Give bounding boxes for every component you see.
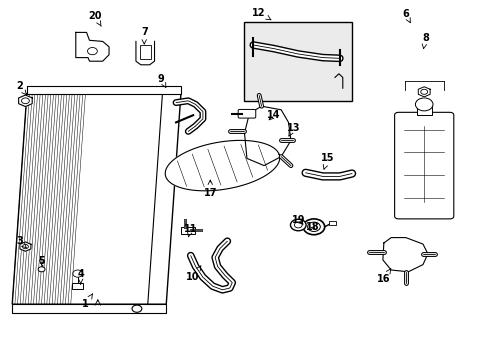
Text: 5: 5 [38, 256, 45, 266]
Circle shape [303, 219, 324, 235]
Polygon shape [244, 106, 290, 166]
Bar [328, 221, 335, 225]
Text: 19: 19 [291, 215, 305, 225]
Text: 15: 15 [320, 153, 334, 169]
Circle shape [420, 89, 427, 94]
Polygon shape [382, 238, 427, 272]
Circle shape [38, 267, 45, 272]
Polygon shape [136, 41, 154, 65]
Circle shape [290, 219, 305, 231]
Text: 9: 9 [158, 74, 165, 87]
Circle shape [73, 270, 82, 277]
Circle shape [22, 244, 28, 249]
Text: 4: 4 [77, 269, 84, 284]
Text: 3: 3 [16, 236, 26, 248]
Bar [72, 283, 83, 289]
Text: 8: 8 [421, 33, 428, 49]
Text: 11: 11 [183, 224, 197, 237]
Text: 20: 20 [88, 11, 102, 26]
Bar [416, 104, 430, 115]
Polygon shape [20, 242, 31, 251]
Circle shape [132, 305, 142, 312]
Bar [181, 227, 194, 234]
Text: 6: 6 [402, 9, 409, 23]
Polygon shape [12, 304, 166, 313]
FancyBboxPatch shape [238, 109, 255, 118]
Circle shape [307, 222, 320, 231]
Polygon shape [19, 95, 32, 107]
Text: 7: 7 [141, 27, 147, 44]
Polygon shape [76, 32, 109, 61]
Text: 12: 12 [252, 8, 270, 20]
Text: 1: 1 [82, 294, 92, 309]
Text: 2: 2 [16, 81, 26, 95]
Polygon shape [165, 140, 279, 191]
Polygon shape [417, 87, 429, 97]
Text: 10: 10 [186, 266, 201, 282]
Circle shape [21, 98, 29, 104]
Bar [244, 22, 351, 101]
Text: 16: 16 [376, 269, 390, 284]
Text: 13: 13 [286, 123, 300, 136]
FancyBboxPatch shape [394, 112, 453, 219]
Circle shape [294, 222, 302, 228]
Circle shape [87, 48, 97, 55]
Circle shape [414, 98, 432, 111]
Text: 17: 17 [203, 180, 217, 198]
Text: 18: 18 [305, 222, 319, 232]
Bar [140, 45, 150, 59]
Text: 14: 14 [266, 110, 280, 120]
Polygon shape [27, 86, 181, 94]
